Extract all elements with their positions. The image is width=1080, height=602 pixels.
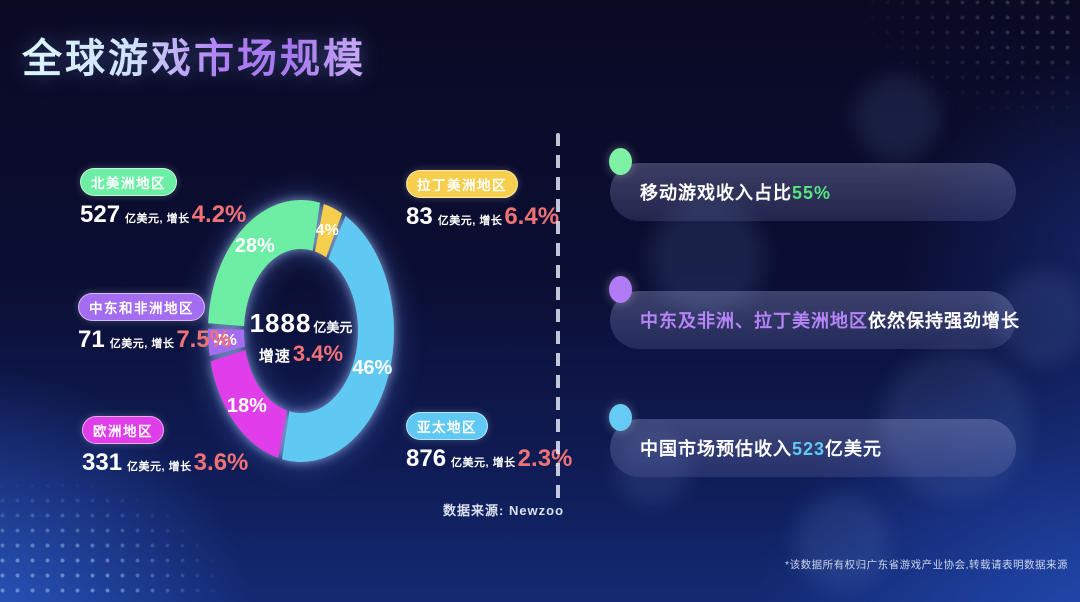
region-growth: 6.4% bbox=[504, 203, 560, 230]
region-unit-label: 亿美元, 增长 bbox=[109, 338, 175, 350]
region-unit-label: 亿美元, 增长 bbox=[451, 457, 516, 469]
insight-text-segment: 523 bbox=[792, 439, 826, 459]
donut-slice-0 bbox=[314, 204, 343, 258]
insight-text-segment: 55% bbox=[792, 183, 832, 203]
bokeh-light bbox=[615, 430, 690, 505]
bullet-dot bbox=[609, 404, 632, 431]
slice-percent-label: 4% bbox=[214, 332, 237, 349]
bullet-dot bbox=[609, 148, 632, 175]
dashed-divider bbox=[556, 133, 560, 507]
region-revenue: 876 bbox=[406, 445, 447, 472]
growth-rate: 增速3.4% bbox=[211, 341, 391, 367]
region-revenue: 71 bbox=[78, 326, 105, 353]
region-value-row: 71 亿美元, 增长 7.5% bbox=[78, 326, 231, 354]
region-growth: 7.5% bbox=[176, 326, 232, 353]
bokeh-light bbox=[880, 350, 1030, 500]
total-unit: 亿美元 bbox=[313, 320, 353, 335]
halftone-dots-pattern bbox=[850, 0, 1080, 130]
region-revenue: 331 bbox=[82, 449, 123, 476]
donut-slice-3 bbox=[207, 328, 246, 356]
data-source: 数据来源: Newzoo bbox=[443, 503, 565, 518]
bokeh-light bbox=[855, 75, 940, 160]
growth-prefix: 增速 bbox=[258, 348, 291, 365]
region-unit-label: 亿美元, 增长 bbox=[125, 213, 190, 225]
insight-text-segment: 中东及非洲、拉丁美洲地区 bbox=[640, 311, 868, 331]
region-badge: 北美洲地区 bbox=[80, 168, 177, 196]
region-value-row: 876 亿美元, 增长 2.3% bbox=[406, 445, 572, 473]
insight-pill: 移动游戏收入占比55% bbox=[610, 163, 1016, 221]
region-revenue: 527 bbox=[80, 201, 121, 228]
insight-text: 中国市场预估收入523亿美元 bbox=[640, 435, 882, 461]
insight-text: 移动游戏收入占比55% bbox=[640, 179, 831, 205]
bokeh-light bbox=[995, 270, 1080, 365]
insight-text-segment: 移动游戏收入占比 bbox=[640, 183, 792, 203]
slice-percent-label: 4% bbox=[316, 222, 339, 239]
bullet-dot bbox=[609, 276, 632, 303]
region-growth: 3.6% bbox=[193, 449, 249, 476]
region-callout: 欧洲地区 331 亿美元, 增长 3.6% bbox=[82, 416, 248, 477]
growth-value: 3.4% bbox=[292, 341, 344, 366]
region-value-row: 527 亿美元, 增长 4.2% bbox=[80, 201, 246, 229]
copyright-footnote: *该数据所有权归广东省游戏产业协会,转载请表明数据来源 bbox=[784, 559, 1068, 571]
insight-text: 中东及非洲、拉丁美洲地区依然保持强劲增长 bbox=[640, 307, 1020, 333]
region-callout: 北美洲地区 527 亿美元, 增长 4.2% bbox=[80, 168, 246, 229]
insight-pill: 中东及非洲、拉丁美洲地区依然保持强劲增长 bbox=[610, 291, 1019, 349]
insight-text-segment: 亿美元 bbox=[825, 439, 883, 459]
slice-percent-label: 46% bbox=[352, 357, 392, 379]
bokeh-light bbox=[795, 495, 890, 590]
region-revenue: 83 bbox=[406, 203, 433, 230]
total-market-size: 1888 亿美元 bbox=[211, 308, 391, 339]
slice-percent-label: 18% bbox=[227, 395, 267, 417]
bokeh-light bbox=[650, 200, 765, 315]
region-callout: 拉丁美洲地区 83 亿美元, 增长 6.4% bbox=[406, 170, 559, 231]
region-callout: 中东和非洲地区 71 亿美元, 增长 7.5% bbox=[78, 293, 231, 354]
region-value-row: 83 亿美元, 增长 6.4% bbox=[406, 203, 559, 231]
region-badge: 中东和非洲地区 bbox=[78, 293, 205, 321]
region-growth: 2.3% bbox=[517, 445, 573, 472]
donut-center-text: 1888 亿美元 增速3.4% bbox=[211, 308, 391, 367]
total-value: 1888 bbox=[249, 308, 312, 338]
page-title: 全球游戏市场规模 bbox=[22, 26, 366, 84]
region-badge: 拉丁美洲地区 bbox=[406, 170, 518, 198]
region-unit-label: 亿美元, 增长 bbox=[437, 215, 503, 227]
donut-slice-2 bbox=[210, 350, 288, 458]
slice-percent-label: 28% bbox=[235, 235, 275, 257]
insight-text-segment: 中国市场预估收入 bbox=[640, 439, 792, 459]
insight-pill: 中国市场预估收入523亿美元 bbox=[610, 419, 1016, 477]
donut-slice-4 bbox=[208, 199, 321, 327]
insight-text-segment: 依然保持强劲增长 bbox=[868, 311, 1020, 331]
donut-slice-1 bbox=[281, 215, 395, 463]
region-badge: 亚太地区 bbox=[406, 412, 488, 440]
donut-chart: 4% 46% 18% 4% 28% bbox=[207, 199, 395, 463]
region-unit-label: 亿美元, 增长 bbox=[127, 461, 192, 473]
region-badge: 欧洲地区 bbox=[82, 416, 164, 444]
region-growth: 4.2% bbox=[191, 201, 247, 228]
region-callout: 亚太地区 876 亿美元, 增长 2.3% bbox=[406, 412, 572, 473]
region-value-row: 331 亿美元, 增长 3.6% bbox=[82, 449, 248, 477]
